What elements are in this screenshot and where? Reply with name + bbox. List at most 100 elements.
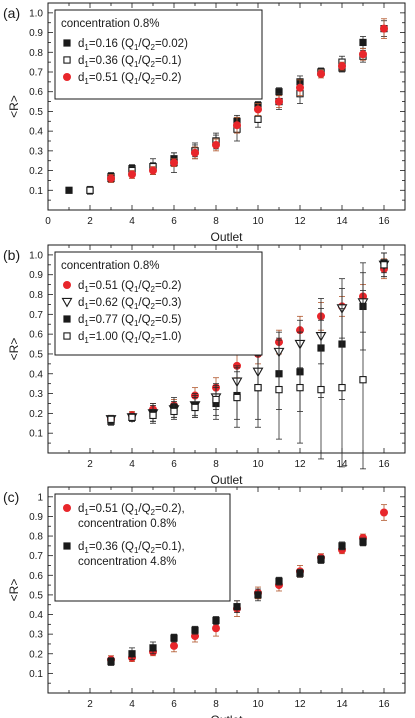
legend-text: /Q bbox=[138, 55, 150, 67]
data-point bbox=[212, 624, 220, 633]
data-point bbox=[275, 385, 283, 394]
y-tick-label: 0.2 bbox=[29, 409, 43, 420]
legend-subscript: 1 bbox=[84, 77, 89, 86]
legend-concentration: concentration 4.8% bbox=[78, 556, 176, 568]
legend-subscript: 1 bbox=[84, 508, 89, 517]
legend-subscript: 1 bbox=[134, 302, 139, 311]
legend-text: =0.62 (Q bbox=[89, 297, 134, 309]
legend-entry: d1=0.51 (Q1/Q2=0.2), bbox=[78, 503, 185, 517]
legend-marker bbox=[63, 39, 71, 47]
data-point bbox=[149, 411, 157, 420]
y-tick-label: 0.8 bbox=[29, 532, 43, 543]
y-tick-label: 0.1 bbox=[29, 186, 43, 197]
legend-entry: d1=0.77 (Q1/Q2=0.5) bbox=[78, 314, 182, 328]
data-point bbox=[317, 555, 325, 564]
legend-marker bbox=[63, 56, 71, 64]
legend-text: d bbox=[78, 331, 84, 343]
data-point bbox=[380, 261, 388, 269]
legend-subscript: 1 bbox=[134, 336, 139, 345]
legend-subscript: 1 bbox=[134, 77, 139, 86]
legend-entry: d1=0.51 (Q1/Q2=0.2) bbox=[78, 280, 182, 294]
data-point bbox=[359, 376, 367, 384]
legend-entry: d1=0.36 (Q1/Q2=0.1), bbox=[78, 541, 185, 555]
x-tick-label: 10 bbox=[252, 216, 264, 227]
legend-marker bbox=[63, 73, 71, 81]
panel-1: 0.10.20.30.40.50.60.70.80.91.02 4 6 8 10 12 14… bbox=[3, 244, 406, 487]
legend-subscript: 2 bbox=[151, 319, 156, 328]
x-tick-label: 6 bbox=[171, 699, 177, 710]
data-point bbox=[212, 140, 220, 149]
legend-subscript: 2 bbox=[151, 60, 156, 69]
y-tick-label: 0.7 bbox=[29, 551, 43, 562]
data-point bbox=[254, 591, 262, 599]
legend-text: d bbox=[78, 541, 84, 553]
legend-marker bbox=[63, 332, 71, 340]
data-point bbox=[317, 385, 325, 394]
data-point bbox=[380, 24, 388, 33]
data-point bbox=[212, 616, 220, 625]
legend-subscript: 1 bbox=[134, 546, 139, 555]
data-point bbox=[212, 395, 220, 404]
data-point bbox=[128, 413, 136, 421]
data-point bbox=[65, 186, 73, 194]
data-point bbox=[338, 542, 346, 550]
legend-text: /Q bbox=[138, 38, 150, 50]
data-point bbox=[275, 577, 283, 585]
legend-entry: d1=0.16 (Q1/Q2=0.02) bbox=[78, 38, 188, 52]
legend-text: d bbox=[78, 280, 84, 292]
legend-text: =1.0) bbox=[155, 331, 182, 343]
x-tick-label: 12 bbox=[294, 216, 306, 227]
legend-subscript: 2 bbox=[151, 43, 156, 52]
data-point bbox=[191, 626, 199, 634]
legend-box bbox=[54, 493, 231, 602]
legend-subscript: 2 bbox=[151, 546, 156, 555]
legend-text: d bbox=[78, 297, 84, 309]
legend-marker bbox=[61, 297, 73, 308]
legend-entry: d1=0.62 (Q1/Q2=0.3) bbox=[78, 297, 182, 311]
legend-subscript: 2 bbox=[151, 285, 156, 294]
data-point bbox=[191, 148, 199, 157]
data-point bbox=[296, 383, 304, 392]
legend-text: /Q bbox=[138, 331, 150, 343]
data-point bbox=[149, 644, 157, 652]
data-point bbox=[191, 403, 199, 412]
legend-marker bbox=[63, 315, 71, 323]
x-tick-label: 4 bbox=[129, 459, 135, 470]
legend-text: =0.36 (Q bbox=[89, 541, 134, 553]
data-point bbox=[296, 569, 304, 577]
series-1 bbox=[107, 537, 367, 666]
legend-subscript: 1 bbox=[84, 60, 89, 69]
legend-text: /Q bbox=[138, 503, 150, 515]
legend-box bbox=[54, 251, 263, 356]
legend: concentration 0.8%d1=0.16 (Q1/Q2=0.02)d1… bbox=[54, 9, 263, 100]
legend-subscript: 1 bbox=[84, 546, 89, 555]
legend-text: =0.51 (Q bbox=[89, 72, 134, 84]
series-3 bbox=[107, 252, 388, 470]
legend-text: =0.51 (Q bbox=[89, 280, 134, 292]
panel-label: (b) bbox=[3, 247, 20, 263]
data-point bbox=[296, 83, 304, 92]
data-point bbox=[380, 508, 388, 517]
y-tick-label: 0.2 bbox=[29, 166, 43, 177]
data-point bbox=[107, 174, 115, 183]
legend-entry: d1=0.36 (Q1/Q2=0.1) bbox=[78, 55, 182, 69]
legend-subscript: 1 bbox=[84, 285, 89, 294]
y-tick-label: 0.4 bbox=[29, 610, 43, 621]
y-axis-label: <R> bbox=[7, 579, 21, 602]
data-point bbox=[359, 38, 367, 47]
x-tick-label: 14 bbox=[336, 699, 348, 710]
y-tick-label: 0.9 bbox=[29, 512, 43, 523]
y-tick-label: 0.7 bbox=[29, 68, 43, 79]
legend-marker bbox=[63, 281, 71, 289]
x-tick-label: 8 bbox=[213, 216, 219, 227]
legend-subscript: 1 bbox=[84, 43, 89, 52]
legend-marker bbox=[63, 504, 71, 512]
x-tick-label: 2 bbox=[87, 216, 93, 227]
x-tick-label: 2 bbox=[87, 459, 93, 470]
y-tick-label: 0.9 bbox=[29, 270, 43, 281]
x-tick-label: 8 bbox=[213, 699, 219, 710]
legend-entry: d1=0.51 (Q1/Q2=0.2) bbox=[78, 72, 182, 86]
x-axis-label: Outlet bbox=[210, 713, 243, 718]
legend-entry: d1=1.00 (Q1/Q2=1.0) bbox=[78, 331, 182, 345]
data-point bbox=[128, 650, 136, 658]
